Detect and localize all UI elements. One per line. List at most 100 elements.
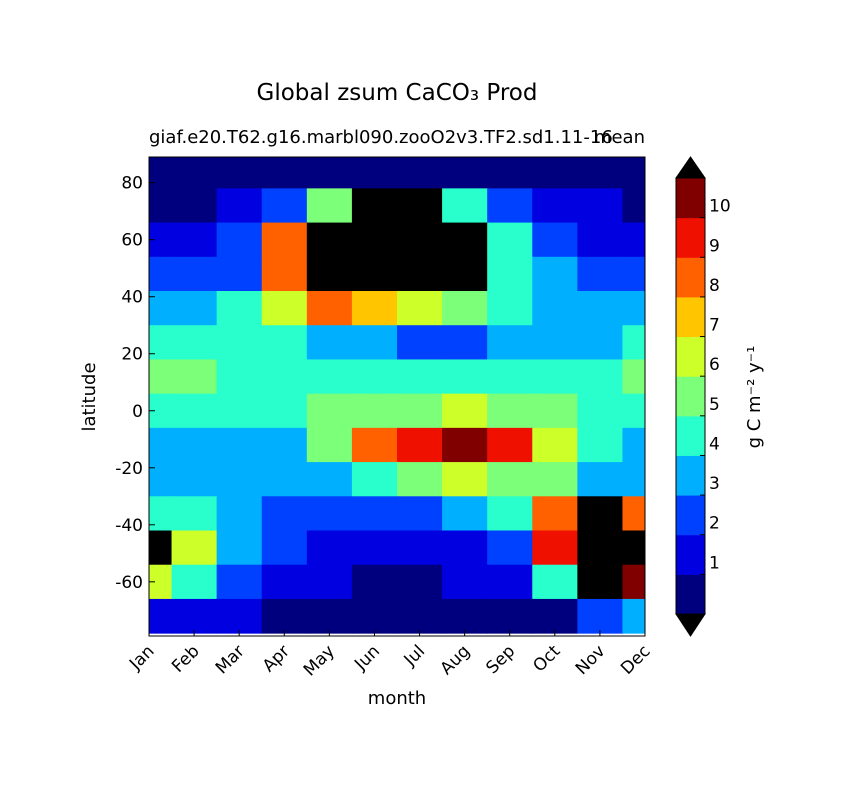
- contour-cell: [622, 393, 645, 429]
- contour-cell: [442, 157, 488, 189]
- contour-cell: [397, 188, 443, 224]
- y-tick-label: 80: [121, 174, 143, 194]
- contour-cell: [487, 222, 533, 258]
- contour-cell: [171, 256, 218, 292]
- colorbar-tick-label: 7: [709, 316, 720, 336]
- contour-cell: [532, 564, 578, 600]
- contour-cell: [261, 598, 308, 634]
- contour-cell: [351, 393, 398, 429]
- contour-cell: [149, 564, 173, 600]
- contour-cell: [532, 325, 578, 360]
- contour-cell: [487, 427, 533, 463]
- contour-cell: [261, 291, 308, 326]
- contour-cell: [351, 188, 398, 224]
- contour-cell: [149, 496, 173, 532]
- contour-cell: [442, 291, 488, 326]
- contour-cell: [306, 462, 353, 497]
- contour-cell: [261, 530, 308, 566]
- contour-cell: [216, 291, 263, 326]
- contour-cell: [622, 222, 645, 258]
- contour-cell: [577, 256, 623, 292]
- contour-cell: [149, 256, 173, 292]
- contour-cell: [306, 325, 353, 360]
- contour-cell: [351, 564, 398, 600]
- contour-cell: [171, 427, 218, 463]
- contour-cell: [351, 157, 398, 189]
- contour-cell: [532, 256, 578, 292]
- contour-cell: [216, 393, 263, 429]
- contour-cell: [149, 222, 173, 258]
- contour-cell: [171, 222, 218, 258]
- contour-cell: [216, 188, 263, 224]
- contour-cell: [351, 256, 398, 292]
- colorbar-segment: [676, 296, 705, 338]
- x-tick-label: Apr: [259, 641, 294, 676]
- contour-cell: [351, 598, 398, 634]
- contour-cell: [622, 427, 645, 463]
- contour-cell: [351, 359, 398, 395]
- contour-cell: [442, 393, 488, 429]
- x-tick-label: Jun: [350, 641, 384, 675]
- contour-cell: [306, 188, 353, 224]
- contour-cell: [351, 530, 398, 566]
- contour-cell: [442, 222, 488, 258]
- contour-cell: [622, 462, 645, 497]
- contour-cell: [171, 496, 218, 532]
- contour-cell: [171, 157, 218, 189]
- contour-cell: [442, 325, 488, 360]
- contour-cell: [351, 462, 398, 497]
- contour-cell: [149, 157, 173, 189]
- contour-cell: [261, 157, 308, 189]
- contour-cell: [487, 157, 533, 189]
- contour-cell: [397, 157, 443, 189]
- x-tick-label: Nov: [572, 641, 610, 679]
- contour-cell: [306, 157, 353, 189]
- contour-cell: [171, 359, 218, 395]
- contour-cell: [532, 393, 578, 429]
- y-tick-label: -40: [115, 516, 143, 536]
- x-tick-label: Aug: [437, 641, 475, 679]
- colorbar-tick-label: 6: [709, 355, 720, 375]
- contour-cell: [261, 564, 308, 600]
- contour-cell: [442, 564, 488, 600]
- colorbar-segment: [676, 217, 705, 258]
- contour-cell: [532, 496, 578, 532]
- contour-cell: [306, 393, 353, 429]
- contour-cell: [487, 291, 533, 326]
- contour-cell: [149, 393, 173, 429]
- contour-cell: [577, 530, 623, 566]
- contour-cell: [351, 325, 398, 360]
- colorbar-under: [675, 613, 706, 637]
- contour-cell: [306, 530, 353, 566]
- colorbar-segment: [676, 574, 705, 615]
- colorbar-tick-label: 5: [709, 395, 720, 415]
- colorbar-label: g C m⁻² y⁻¹: [744, 346, 765, 449]
- contour-cell: [442, 256, 488, 292]
- contour-cell: [149, 325, 173, 360]
- contour-cell: [397, 462, 443, 497]
- colorbar-tick-label: 9: [709, 236, 720, 256]
- contour-cell: [261, 427, 308, 463]
- contour-cell: [171, 598, 218, 634]
- colorbar-segment: [676, 534, 705, 575]
- contour-cell: [487, 530, 533, 566]
- contour-cell: [261, 359, 308, 395]
- contour-cell: [622, 359, 645, 395]
- contour-cell: [577, 393, 623, 429]
- contour-cell: [442, 188, 488, 224]
- contour-cell: [306, 256, 353, 292]
- contour-cell: [149, 359, 173, 395]
- contour-cell: [532, 188, 578, 224]
- colorbar-tick-label: 3: [709, 474, 720, 494]
- colorbar-tick-label: 4: [709, 434, 720, 454]
- x-tick-label: Oct: [529, 641, 564, 676]
- y-tick-label: 20: [121, 345, 143, 365]
- plot-frame: [148, 156, 646, 637]
- contour-cell: [577, 222, 623, 258]
- contour-cell: [487, 256, 533, 292]
- contour-cell: [149, 427, 173, 463]
- contour-cell: [577, 496, 623, 532]
- contour-cell: [577, 157, 623, 189]
- contour-cell: [306, 359, 353, 395]
- y-tick-label: -60: [115, 573, 143, 593]
